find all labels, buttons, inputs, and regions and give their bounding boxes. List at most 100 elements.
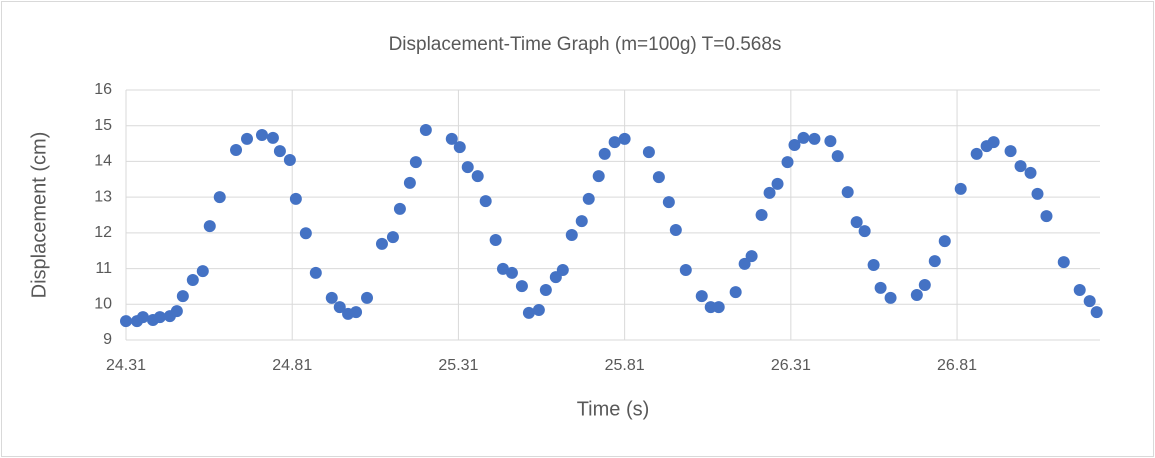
point [831,150,844,163]
x-axis-label: Time (s) [577,398,650,420]
y-tick-label: 16 [94,81,112,98]
point [255,129,268,141]
point [273,145,286,158]
point [461,161,474,174]
point [556,264,569,276]
point [1040,210,1053,223]
point [1014,160,1027,173]
y-tick-label: 9 [103,331,112,348]
point [539,284,552,296]
y-tick-label: 10 [94,296,112,313]
point [918,279,931,291]
point [213,191,226,204]
point [987,136,1000,149]
point [575,215,588,228]
point [196,265,209,278]
point [1090,306,1103,319]
point [565,229,578,241]
point [928,255,941,268]
point [712,301,725,314]
point [954,182,967,195]
point [386,231,399,244]
point [808,132,821,145]
point [350,306,363,319]
point [176,290,189,303]
point [642,146,655,159]
x-tick-label: 24.81 [272,357,312,374]
x-tick-label: 26.81 [937,357,977,374]
point [393,202,406,215]
point [755,209,768,221]
point [1057,256,1070,269]
point [445,132,458,145]
point [419,124,432,136]
point [695,290,708,303]
x-tick-label: 24.31 [106,357,146,374]
point [136,311,149,324]
point [170,305,183,318]
point [289,192,302,205]
x-tick-label: 25.81 [605,357,645,374]
point [797,131,810,144]
point [505,266,518,279]
point [608,136,621,149]
point [841,186,854,199]
point [874,281,887,294]
y-tick-label: 12 [94,224,112,241]
point [489,234,502,246]
point [153,311,166,324]
point [266,131,279,144]
point [679,264,692,276]
y-tick-label: 11 [95,260,112,277]
chart-title: Displacement-Time Graph (m=100g) T=0.568… [389,34,782,55]
point [858,225,871,238]
point [824,135,837,148]
point [781,156,794,169]
x-tick-label: 26.31 [771,357,811,374]
point [729,286,742,299]
x-tick-label: 25.31 [438,357,478,374]
point [299,227,312,240]
point [771,177,784,190]
point [1024,166,1037,179]
point [325,291,338,304]
point [283,154,296,166]
point [850,216,863,229]
point [309,266,322,279]
point [409,156,422,169]
point [333,301,346,314]
point [745,250,758,263]
y-tick-label: 13 [94,188,112,205]
point [453,141,466,154]
point [532,304,545,316]
point [361,291,374,304]
point [598,147,611,160]
point [241,132,254,145]
point [970,147,983,160]
point [120,315,132,328]
point [618,132,631,145]
point [582,192,595,205]
y-axis-label: Displacement (cm) [28,132,50,299]
point [662,196,675,209]
point [867,259,880,271]
point [403,176,416,189]
point [652,171,665,184]
point [738,257,751,270]
point [515,280,528,293]
point [938,235,951,248]
point [203,220,216,233]
point [910,289,923,301]
point [1073,284,1086,296]
point [375,237,388,250]
y-tick-label: 14 [94,153,112,170]
point [471,170,484,183]
point [522,306,535,319]
point [186,274,199,286]
point [763,186,776,199]
point [592,170,605,183]
point [230,144,243,156]
point [884,291,897,304]
